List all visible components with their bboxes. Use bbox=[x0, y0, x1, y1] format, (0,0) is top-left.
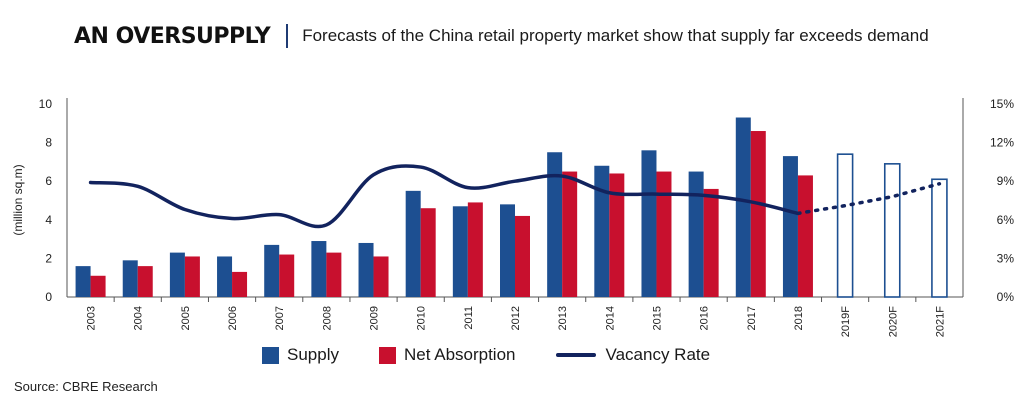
legend-label-vacancy-rate: Vacancy Rate bbox=[605, 345, 711, 364]
bar-supply-forecast bbox=[883, 163, 901, 298]
x-tick-label: 2009 bbox=[369, 306, 381, 330]
legend-item-supply: Supply bbox=[262, 345, 339, 365]
bar-net-absorption bbox=[562, 171, 578, 297]
x-tick-label: 2019F bbox=[840, 306, 852, 337]
bar-net-absorption bbox=[703, 188, 719, 297]
legend-swatch-supply bbox=[262, 346, 279, 364]
y2-tick-label: 0% bbox=[997, 290, 1015, 304]
x-tick-label: 2007 bbox=[274, 306, 286, 330]
bar-net-absorption bbox=[279, 254, 295, 297]
bar-net-absorption bbox=[90, 275, 106, 297]
bar-net-absorption bbox=[609, 173, 625, 297]
chart-subtitle: Forecasts of the China retail property m… bbox=[302, 26, 929, 45]
bar-supply bbox=[358, 242, 374, 297]
y2-tick-label: 12% bbox=[990, 136, 1014, 150]
legend-item-net-absorption: Net Absorption bbox=[378, 345, 516, 365]
bar-supply bbox=[217, 256, 233, 297]
bar-net-absorption bbox=[750, 131, 766, 297]
x-tick-label: 2012 bbox=[510, 306, 522, 330]
x-tick-label: 2006 bbox=[227, 306, 239, 330]
x-tick-label: 2015 bbox=[651, 306, 663, 330]
legend-label-net-absorption: Net Absorption bbox=[403, 345, 516, 364]
legend-item-vacancy-rate: Vacancy Rate bbox=[555, 345, 711, 365]
legend-label-supply: Supply bbox=[287, 345, 339, 364]
x-tick-label: 2005 bbox=[180, 306, 192, 330]
x-tick-label: 2021F bbox=[934, 306, 946, 337]
x-tick-label: 2011 bbox=[463, 306, 475, 330]
bar-supply bbox=[594, 165, 610, 297]
y2-tick-label: 6% bbox=[997, 213, 1015, 227]
x-tick-label: 2013 bbox=[557, 306, 569, 330]
bar-supply bbox=[500, 204, 515, 297]
bar-supply bbox=[122, 260, 138, 297]
bar-net-absorption bbox=[137, 266, 153, 297]
legend-swatch-vacancy-rate bbox=[555, 353, 596, 357]
x-tick-label: 2018 bbox=[793, 306, 805, 330]
legend-swatch-net-absorption bbox=[378, 346, 396, 364]
y-tick-label: 2 bbox=[45, 251, 52, 265]
x-tick-label: 2017 bbox=[746, 306, 758, 330]
title-separator bbox=[286, 24, 289, 48]
chart-legend: Supply Net Absorption Vacancy Rate bbox=[262, 345, 750, 365]
series-line-vacancy-rate-forecast bbox=[796, 182, 942, 216]
vacancy-supply-chart: 0 2 4 6 8 10 0% 3% 6% 9% 12% 15% (million sq.m) 2003 2… bbox=[11, 97, 1015, 337]
x-tick-label: 2014 bbox=[604, 306, 616, 330]
source-note: Source: CBRE Research bbox=[14, 379, 158, 394]
bar-supply bbox=[75, 266, 91, 297]
bar-supply bbox=[452, 206, 468, 297]
x-tick-label: 2008 bbox=[321, 306, 333, 330]
chart-header: AN OVERSUPPLY Forecasts of the China ret… bbox=[74, 20, 929, 52]
y-tick-label: 0 bbox=[45, 290, 52, 304]
bar-supply bbox=[688, 171, 704, 297]
bar-net-absorption bbox=[515, 215, 530, 297]
series-line-vacancy-rate bbox=[88, 164, 800, 229]
x-tick-label: 2016 bbox=[699, 306, 711, 330]
y2-tick-label: 3% bbox=[997, 251, 1015, 265]
bar-net-absorption bbox=[420, 208, 436, 297]
bar-supply-forecast bbox=[836, 153, 854, 298]
y-tick-label: 8 bbox=[45, 136, 52, 150]
bar-supply bbox=[782, 156, 798, 297]
bar-net-absorption bbox=[797, 175, 813, 297]
x-tick-label: 2020F bbox=[887, 306, 899, 337]
y-tick-label: 10 bbox=[39, 97, 53, 111]
y2-tick-label: 9% bbox=[997, 174, 1015, 188]
bar-supply bbox=[311, 241, 327, 297]
chart-title: AN OVERSUPPLY bbox=[74, 23, 271, 49]
bar-supply-forecast bbox=[931, 178, 948, 298]
y-tick-label: 6 bbox=[45, 174, 52, 188]
bar-net-absorption bbox=[326, 252, 342, 297]
y-axis-label: (million sq.m) bbox=[11, 164, 25, 235]
bar-net-absorption bbox=[656, 171, 672, 297]
bar-supply bbox=[641, 150, 657, 297]
x-tick-label: 2003 bbox=[86, 306, 98, 330]
bar-supply bbox=[264, 244, 280, 297]
bar-supply bbox=[547, 152, 563, 297]
bar-supply bbox=[735, 117, 751, 297]
bar-supply bbox=[405, 190, 421, 297]
bar-supply bbox=[169, 252, 185, 297]
bar-net-absorption bbox=[373, 256, 389, 297]
y-tick-label: 4 bbox=[45, 213, 52, 227]
x-tick-label: 2004 bbox=[133, 306, 145, 330]
y2-tick-label: 15% bbox=[990, 97, 1014, 111]
bar-net-absorption bbox=[232, 271, 248, 297]
x-tick-label: 2010 bbox=[416, 306, 428, 330]
bar-net-absorption bbox=[467, 202, 483, 297]
bar-net-absorption bbox=[184, 256, 200, 297]
